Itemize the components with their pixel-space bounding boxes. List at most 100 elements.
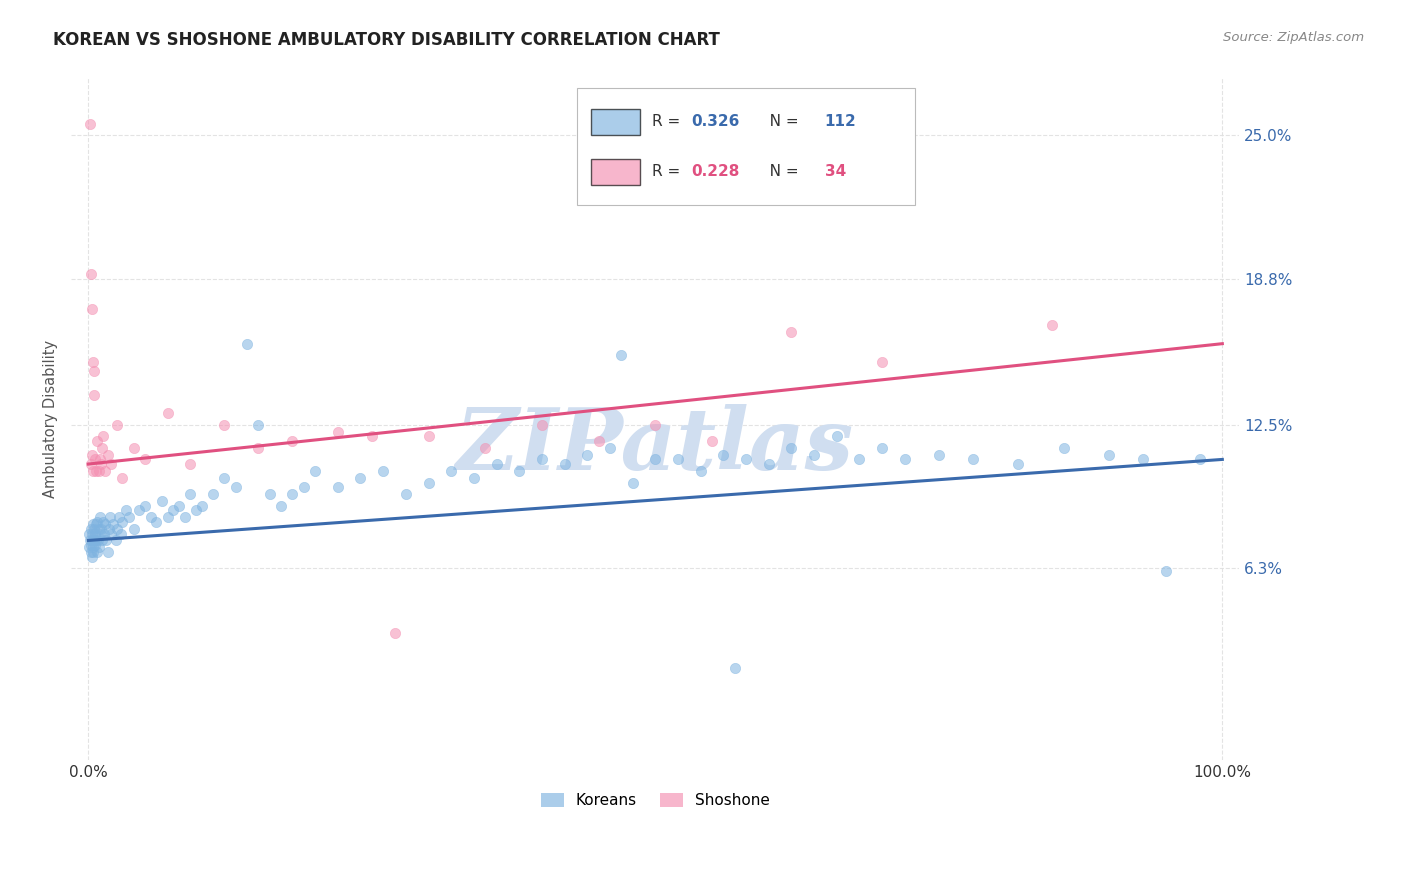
Text: KOREAN VS SHOSHONE AMBULATORY DISABILITY CORRELATION CHART: KOREAN VS SHOSHONE AMBULATORY DISABILITY… xyxy=(53,31,720,49)
Point xyxy=(689,464,711,478)
Point xyxy=(80,549,103,564)
Point xyxy=(86,434,108,448)
Point xyxy=(162,503,184,517)
Point xyxy=(79,541,101,555)
Point xyxy=(644,417,666,432)
Point xyxy=(145,515,167,529)
Point xyxy=(599,441,621,455)
Point xyxy=(111,515,134,529)
Point xyxy=(610,348,633,362)
Point xyxy=(418,429,440,443)
Point xyxy=(87,522,110,536)
Point xyxy=(179,457,201,471)
Text: R =: R = xyxy=(652,164,685,179)
Point xyxy=(94,517,117,532)
Point xyxy=(304,464,326,478)
Point xyxy=(82,355,104,369)
Point xyxy=(89,452,111,467)
Point xyxy=(418,475,440,490)
Text: ZIPatlas: ZIPatlas xyxy=(457,404,855,488)
Point xyxy=(96,533,118,548)
Point xyxy=(108,510,131,524)
Point xyxy=(134,452,156,467)
Point xyxy=(111,471,134,485)
Point xyxy=(326,425,349,439)
Point xyxy=(84,533,107,548)
Text: 0.228: 0.228 xyxy=(692,164,740,179)
Point xyxy=(735,452,758,467)
Point xyxy=(202,487,225,501)
Point xyxy=(870,441,893,455)
Legend: Koreans, Shoshone: Koreans, Shoshone xyxy=(534,787,776,814)
Point xyxy=(93,526,115,541)
Point xyxy=(259,487,281,501)
Point xyxy=(150,494,173,508)
Point xyxy=(780,325,803,339)
Point xyxy=(82,517,104,532)
Point xyxy=(803,448,825,462)
Point xyxy=(118,510,141,524)
Point xyxy=(962,452,984,467)
Text: 34: 34 xyxy=(825,164,846,179)
Point xyxy=(184,503,207,517)
Point xyxy=(80,533,103,548)
Point xyxy=(530,417,553,432)
Point xyxy=(82,464,104,478)
Point xyxy=(128,503,150,517)
Point xyxy=(79,533,101,548)
Point xyxy=(588,434,610,448)
Point xyxy=(247,441,270,455)
Point xyxy=(105,417,128,432)
Point xyxy=(928,448,950,462)
Point xyxy=(236,336,259,351)
Point xyxy=(103,517,125,532)
Point xyxy=(485,457,508,471)
Point xyxy=(86,545,108,559)
Point xyxy=(270,499,292,513)
Point xyxy=(360,429,382,443)
Point xyxy=(576,448,599,462)
Point xyxy=(711,448,734,462)
Text: 112: 112 xyxy=(825,113,856,128)
Point xyxy=(79,267,101,281)
Point xyxy=(100,526,122,541)
Point xyxy=(84,464,107,478)
Point xyxy=(384,626,406,640)
Point xyxy=(281,434,304,448)
Point xyxy=(84,517,107,532)
Point xyxy=(82,541,104,555)
Point xyxy=(870,355,893,369)
Point xyxy=(225,480,247,494)
Point xyxy=(87,533,110,548)
Point xyxy=(104,533,127,548)
Point xyxy=(530,452,553,467)
Point xyxy=(1154,564,1177,578)
Point xyxy=(94,464,117,478)
Point xyxy=(80,301,103,316)
Point xyxy=(87,541,110,555)
Point xyxy=(848,452,870,467)
Point xyxy=(758,457,780,471)
Point xyxy=(281,487,304,501)
Point xyxy=(167,499,190,513)
Point xyxy=(1052,441,1074,455)
Point xyxy=(84,526,107,541)
Point xyxy=(105,522,128,536)
Point xyxy=(100,457,122,471)
Text: N =: N = xyxy=(755,164,803,179)
Point xyxy=(114,503,136,517)
Point xyxy=(83,533,105,548)
Point xyxy=(247,417,270,432)
Point xyxy=(292,480,315,494)
FancyBboxPatch shape xyxy=(576,87,915,205)
Y-axis label: Ambulatory Disability: Ambulatory Disability xyxy=(44,340,58,498)
Point xyxy=(90,522,112,536)
Point xyxy=(82,545,104,559)
Point xyxy=(349,471,371,485)
Point xyxy=(780,441,803,455)
Point xyxy=(190,499,212,513)
Point xyxy=(1007,457,1029,471)
Point xyxy=(463,471,485,485)
Point xyxy=(474,441,496,455)
Point xyxy=(373,464,395,478)
